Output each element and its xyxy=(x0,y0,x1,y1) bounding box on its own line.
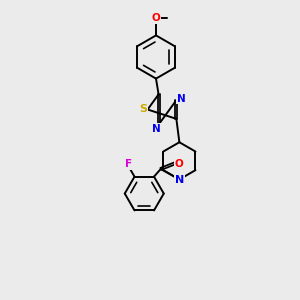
Text: N: N xyxy=(152,124,161,134)
Text: F: F xyxy=(125,159,132,169)
Text: O: O xyxy=(152,13,160,23)
Text: O: O xyxy=(175,158,184,169)
Text: S: S xyxy=(139,104,147,115)
Text: N: N xyxy=(177,94,185,104)
Text: N: N xyxy=(175,175,184,185)
